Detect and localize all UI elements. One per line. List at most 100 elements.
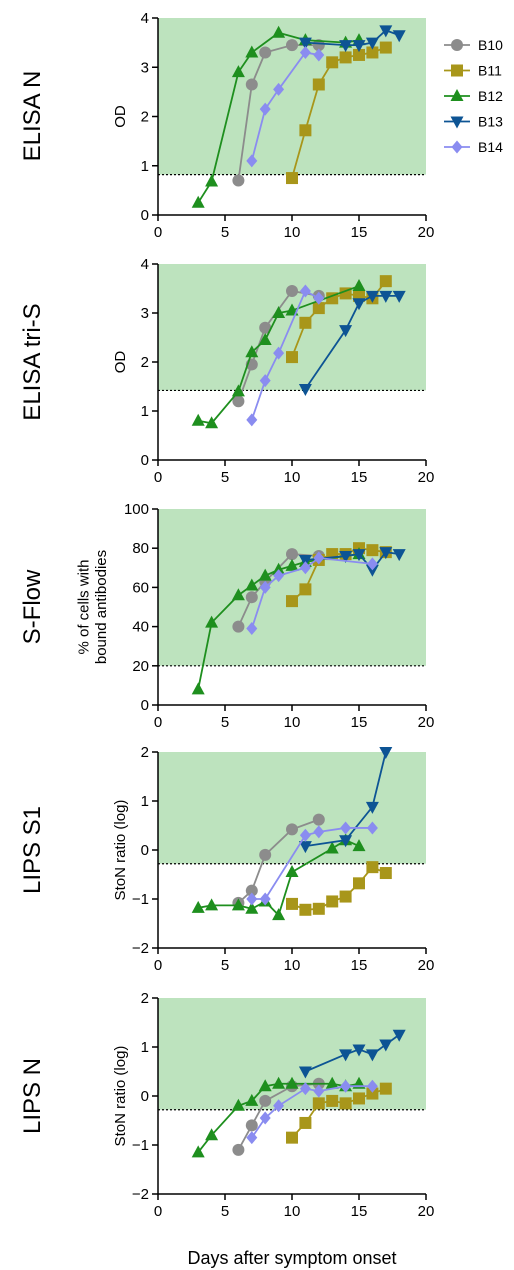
data-point [191,682,205,695]
series-B14 [246,284,325,427]
data-point [339,40,353,53]
data-point [352,549,366,562]
y-tick-label: 0 [141,452,149,469]
legend-entry-B12: B12 [444,88,503,104]
data-point [352,839,366,852]
data-point [353,1092,365,1105]
data-point [258,1079,272,1092]
legend-marker [450,116,464,129]
data-point [285,1076,299,1089]
data-point [205,1128,219,1141]
series-B14 [246,45,325,168]
data-point [352,279,366,292]
x-tick-label: 5 [221,224,229,241]
series-B13 [298,1029,406,1079]
data-point [379,547,393,560]
series-line [250,557,373,629]
legend-label: B11 [478,63,502,79]
x-tick-label: 0 [154,714,162,731]
series-B10 [232,813,325,909]
y-tick-label: −1 [132,891,149,908]
data-point [231,1098,245,1111]
data-point [298,554,312,567]
data-point [259,848,272,861]
data-point [366,1087,379,1100]
y-tick-label: 80 [132,540,149,557]
data-point [299,1116,312,1129]
legend-marker [450,89,464,101]
x-tick-label: 10 [284,714,301,731]
data-point [312,1097,325,1110]
data-point [259,1111,271,1125]
data-point [246,622,258,636]
y-tick-label: 1 [141,1039,149,1056]
data-point [246,892,258,906]
data-point [326,895,339,908]
legend-label: B14 [478,139,503,155]
data-point [379,1082,392,1095]
data-point [286,897,298,910]
data-point [259,580,271,594]
data-point [313,825,325,839]
data-point [326,56,339,69]
x-tick-label: 20 [418,1203,435,1220]
x-tick-label: 5 [221,714,229,731]
data-point [231,898,245,911]
y-axis-label: StoN ratio (log) [112,1046,129,1147]
data-point [299,583,312,596]
row-title: LIPS S1 [19,806,46,894]
legend-label: B12 [478,88,503,104]
x-tick-label: 5 [221,1203,229,1220]
data-point [286,284,298,297]
y-axis-label: OD [112,351,129,374]
data-point [298,841,312,854]
chart-panel-3: 0 20 40 60 80 100 0 5 10 15 20 S-Flow % of cells wit… [19,501,434,731]
y-tick-label: −2 [132,940,149,957]
row-title: ELISA tri-S [19,303,46,420]
data-point [299,284,311,298]
data-point [259,321,272,334]
data-point [299,124,312,137]
y-tick-label: 2 [141,354,149,371]
data-point [191,1145,205,1158]
y-tick-label: 0 [141,1088,149,1105]
data-point [379,41,392,54]
x-tick-label: 20 [418,957,435,974]
y-tick-label: 1 [141,158,149,175]
x-axis-title: Days after symptom onset [187,1248,396,1268]
data-point [272,25,286,38]
data-point [258,332,272,345]
y-tick-label: 60 [132,579,149,596]
data-point [312,302,325,315]
series-B14 [246,551,378,636]
legend-marker [451,64,463,77]
x-tick-label: 20 [418,224,435,241]
data-point [299,828,311,842]
data-point [392,290,406,303]
legend-entry-B11: B11 [444,63,502,79]
data-point [353,48,365,61]
series-B13 [298,290,406,396]
data-point [286,172,298,185]
x-tick-label: 0 [154,224,162,241]
x-tick-label: 10 [284,469,301,486]
data-point [312,902,325,915]
data-point [392,30,406,43]
data-point [286,1131,298,1144]
data-point [245,1093,259,1106]
data-point [273,569,285,583]
data-point [366,544,379,557]
data-point [366,861,379,874]
y-axis-label: % of cells withbound antibodies [76,550,110,664]
positive-region [158,752,426,864]
y-tick-label: 4 [141,256,149,273]
data-point [272,908,286,921]
y-tick-label: 2 [141,744,149,761]
data-point [272,562,286,575]
data-point [352,40,366,53]
data-point [191,900,205,913]
data-point [245,45,259,58]
data-point [365,1049,379,1062]
data-point [231,65,245,78]
